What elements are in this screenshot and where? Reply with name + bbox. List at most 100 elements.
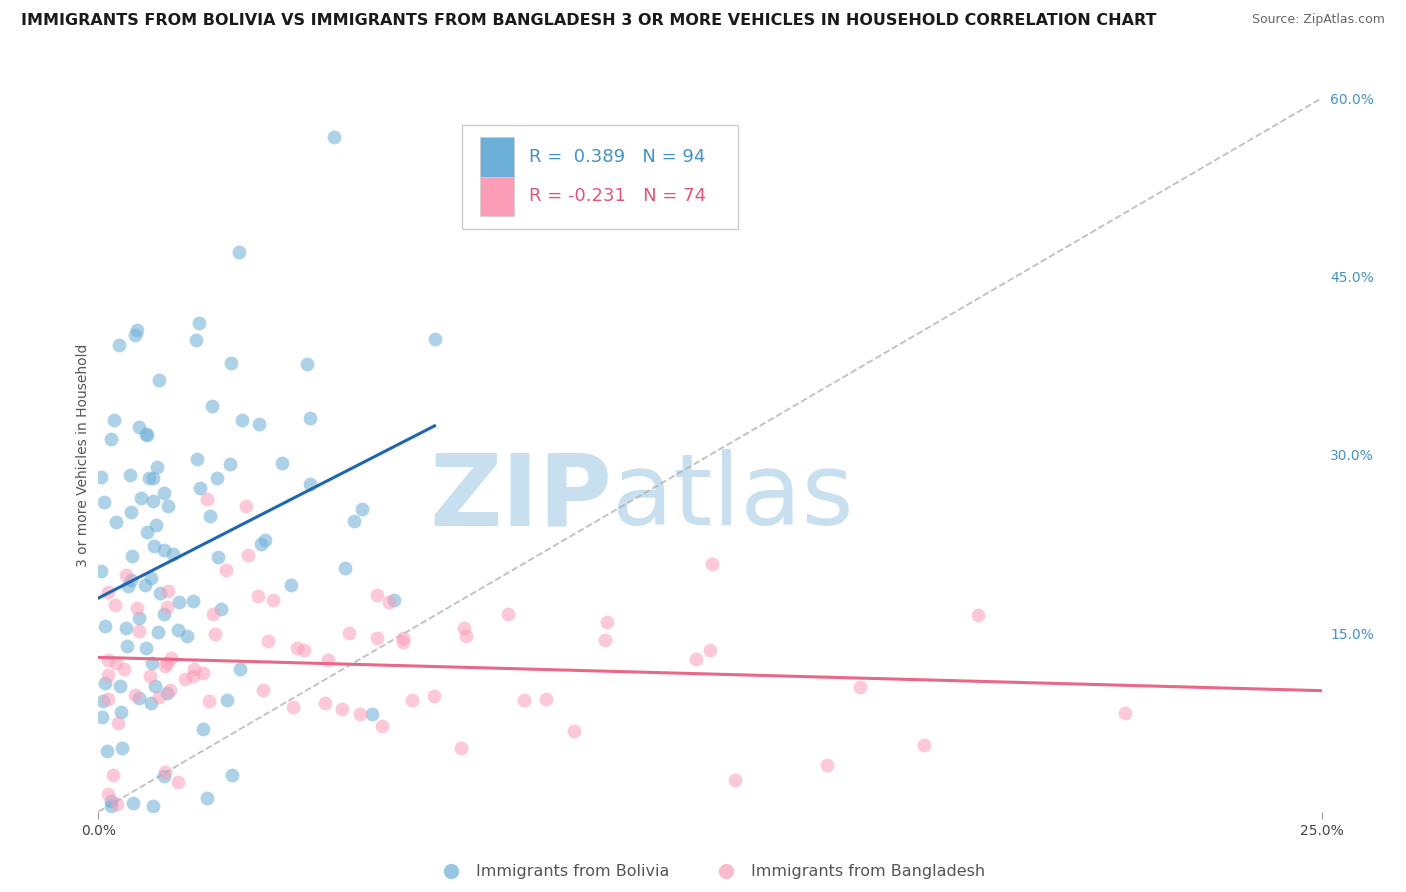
Point <box>138 471 160 485</box>
Point <box>849 680 872 694</box>
Point <box>249 537 271 551</box>
Point <box>186 452 208 467</box>
Point <box>90 564 112 578</box>
Point <box>115 567 138 582</box>
Point <box>188 481 211 495</box>
Point <box>316 653 339 667</box>
Point <box>135 428 157 442</box>
Point <box>141 571 163 585</box>
Point <box>124 328 146 343</box>
Point <box>143 539 166 553</box>
Point <box>148 690 170 705</box>
Point <box>115 621 138 635</box>
Point <box>100 794 122 808</box>
Point <box>221 768 243 782</box>
Point <box>152 769 174 783</box>
Point <box>183 662 205 676</box>
Point <box>195 790 218 805</box>
Point <box>219 356 242 370</box>
Point <box>121 549 143 563</box>
Point <box>298 411 321 425</box>
Point <box>153 659 176 673</box>
Point <box>128 420 150 434</box>
Point <box>103 413 125 427</box>
Point <box>128 691 150 706</box>
Point <box>120 574 142 588</box>
Point <box>125 601 148 615</box>
Point <box>195 492 218 507</box>
Point <box>366 631 388 645</box>
Point <box>536 692 558 706</box>
Point <box>366 588 388 602</box>
Point <box>128 611 150 625</box>
Point <box>218 457 240 471</box>
Point <box>204 626 226 640</box>
Point <box>209 602 232 616</box>
Point <box>156 657 179 671</box>
Point <box>118 467 141 482</box>
Point <box>231 412 253 426</box>
Point <box>292 643 315 657</box>
Point <box>252 682 274 697</box>
Point <box>699 642 721 657</box>
Point <box>90 470 112 484</box>
Point <box>181 669 204 683</box>
Point <box>295 357 318 371</box>
Point <box>149 586 172 600</box>
Point <box>105 797 128 811</box>
Point <box>201 607 224 622</box>
Point <box>176 630 198 644</box>
Text: atlas: atlas <box>612 450 853 546</box>
Point <box>108 679 131 693</box>
Point <box>91 709 114 723</box>
Point <box>378 595 401 609</box>
Point <box>148 373 170 387</box>
Point <box>513 693 536 707</box>
Point <box>256 634 278 648</box>
Point <box>153 765 176 780</box>
Point <box>135 426 157 441</box>
Point <box>97 691 120 706</box>
Point <box>200 508 222 523</box>
Point <box>1114 706 1136 720</box>
Point <box>104 598 127 612</box>
Point <box>174 672 197 686</box>
Point <box>145 517 167 532</box>
Point <box>125 322 148 336</box>
Point <box>593 632 616 647</box>
Point <box>128 624 150 639</box>
Point <box>724 772 747 787</box>
Point <box>91 694 114 708</box>
Point <box>107 338 129 352</box>
Point <box>146 624 169 639</box>
Point <box>685 652 707 666</box>
Point <box>333 561 356 575</box>
Point <box>815 758 838 772</box>
Point <box>141 471 163 485</box>
Point <box>94 675 117 690</box>
Point <box>101 768 124 782</box>
Point <box>352 502 374 516</box>
Point <box>160 650 183 665</box>
Point <box>392 635 415 649</box>
Point <box>700 557 723 571</box>
Bar <box>479 177 515 216</box>
Point <box>142 798 165 813</box>
Point <box>155 686 177 700</box>
Point <box>967 608 990 623</box>
Point <box>349 706 371 721</box>
Point <box>94 618 117 632</box>
Point <box>153 543 176 558</box>
Point <box>229 662 252 676</box>
Point <box>141 656 163 670</box>
Point <box>139 696 162 710</box>
Point <box>191 665 214 680</box>
Point <box>262 592 284 607</box>
Point <box>343 514 366 528</box>
Bar <box>479 137 515 177</box>
Point <box>299 477 322 491</box>
Point <box>152 607 174 622</box>
Point <box>107 716 129 731</box>
Point <box>280 578 302 592</box>
Point <box>104 656 127 670</box>
